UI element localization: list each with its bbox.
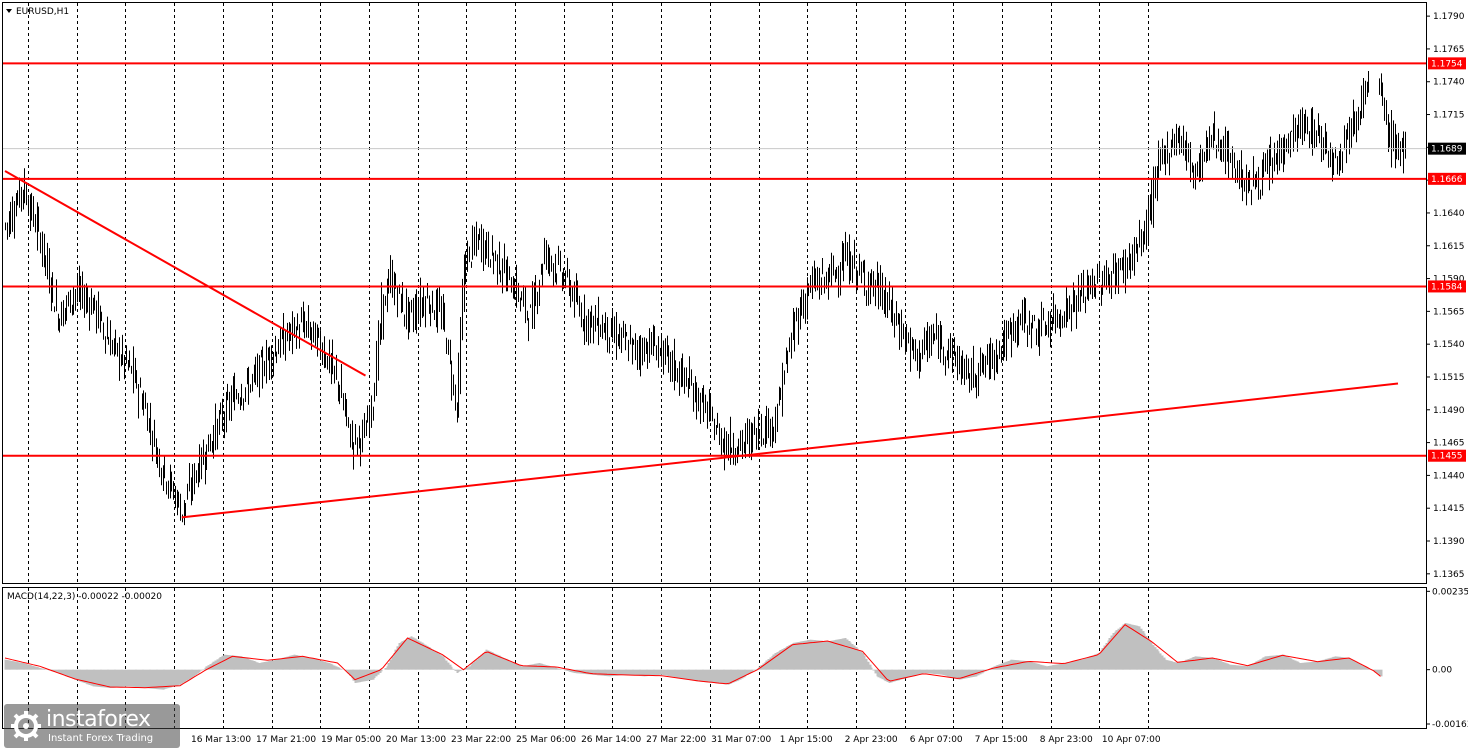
level-price-tag: [1428, 280, 1466, 293]
price-tick-label: 1.1390: [1433, 537, 1465, 547]
time-axis-label: 16 Mar 13:00: [191, 735, 251, 745]
instaforex-logo-icon: [11, 711, 41, 741]
price-tick-label: 1.1515: [1433, 373, 1465, 383]
symbol-dropdown-icon[interactable]: [6, 9, 12, 13]
level-price-tag: [1428, 449, 1466, 462]
price-tick-label: 1.1490: [1433, 406, 1465, 416]
price-tick-label: 1.1590: [1433, 275, 1465, 285]
price-tick-label: 1.1565: [1433, 307, 1465, 317]
trendline: [4, 170, 366, 377]
price-tick-label: 1.1465: [1433, 439, 1465, 449]
level-price-label: 1.1754: [1431, 59, 1463, 69]
time-axis-label: 26 Mar 14:00: [581, 735, 641, 745]
level-price-label: 1.1666: [1431, 175, 1463, 185]
price-tick-label: 1.1365: [1433, 570, 1465, 580]
time-axis-label: 19 Mar 05:00: [321, 735, 381, 745]
level-price-tag: [1428, 57, 1466, 70]
price-tick-label: 1.1790: [1433, 12, 1465, 22]
price-tick-label: 1.1440: [1433, 471, 1465, 481]
level-price-label: 1.1455: [1431, 452, 1463, 462]
time-axis-label: 1 Apr 15:00: [780, 735, 833, 745]
macd-signal-line: [4, 624, 1381, 689]
macd-label: MACD(14,22,3) -0.00022 -0.00020: [7, 592, 162, 602]
time-axis-label: 20 Mar 13:00: [386, 735, 446, 745]
current-price-tag: [1428, 142, 1466, 155]
time-axis-label: 27 Mar 22:00: [646, 735, 706, 745]
watermark-brand: instaforex: [46, 707, 151, 732]
price-tick-label: 1.1740: [1433, 78, 1465, 88]
time-axis-label: 7 Apr 15:00: [975, 735, 1028, 745]
time-axis-label: 6 Apr 07:00: [910, 735, 963, 745]
price-panel: [2, 2, 1427, 584]
price-tick-label: 1.1715: [1433, 111, 1465, 121]
macd-tick-label: 0.00235: [1432, 587, 1468, 597]
price-tick-label: 1.1765: [1433, 45, 1465, 55]
symbol-label: EURUSD,H1: [16, 7, 69, 17]
macd-panel: [2, 587, 1427, 729]
watermark: instaforex Instant Forex Trading: [4, 704, 180, 748]
level-price-label: 1.1584: [1431, 282, 1463, 292]
trendline: [181, 382, 1399, 519]
watermark-tagline: Instant Forex Trading: [48, 733, 154, 744]
price-tick-label: 1.1640: [1433, 209, 1465, 219]
current-price-label: 1.1689: [1431, 145, 1463, 155]
time-axis-label: 17 Mar 21:00: [256, 735, 316, 745]
level-price-tag: [1428, 172, 1466, 185]
time-axis-label: 2 Apr 23:00: [845, 735, 898, 745]
time-axis-label: 23 Mar 22:00: [451, 735, 511, 745]
time-axis-label: 25 Mar 06:00: [516, 735, 576, 745]
macd-tick-label: -0.00163: [1432, 720, 1468, 730]
price-tick-label: 1.1415: [1433, 504, 1465, 514]
time-axis-label: 8 Apr 23:00: [1040, 735, 1093, 745]
macd-tick-label: 0.00: [1432, 666, 1452, 676]
time-axis-label: 31 Mar 07:00: [711, 735, 771, 745]
price-tick-label: 1.1540: [1433, 340, 1465, 350]
time-axis-label: 10 Apr 07:00: [1102, 735, 1161, 745]
price-tick-label: 1.1615: [1433, 242, 1465, 252]
